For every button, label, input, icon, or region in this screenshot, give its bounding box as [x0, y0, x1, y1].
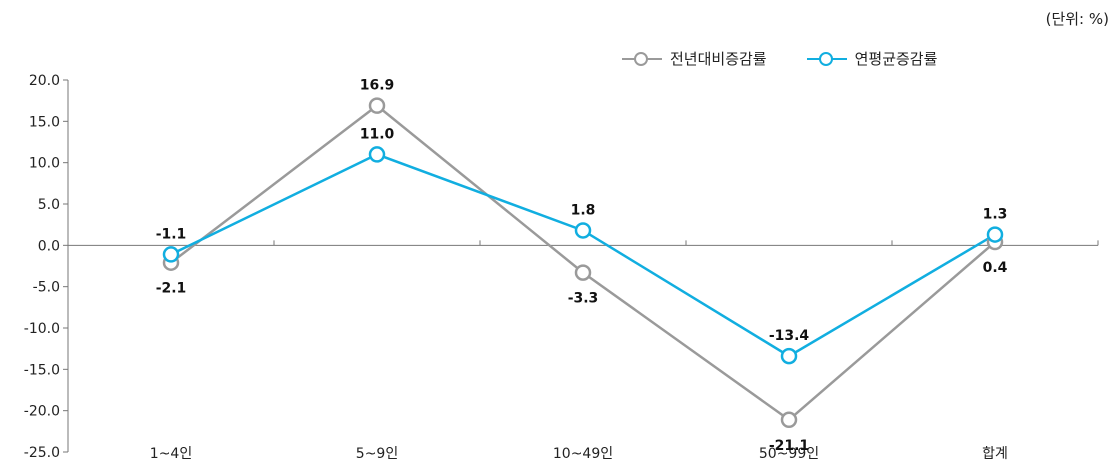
legend-swatch-cagr: [806, 51, 847, 66]
legend-marker-yoy: [634, 51, 648, 66]
x-tick-label: 1~4인: [150, 446, 192, 462]
y-tick-label: 0.0: [38, 238, 60, 254]
data-label-series-0: -3.3: [568, 291, 599, 307]
y-tick-label: 15.0: [29, 114, 60, 130]
data-label-series-0: -21.1: [769, 438, 809, 454]
y-tick-label: -5.0: [33, 280, 60, 296]
data-label-series-1: 11.0: [360, 126, 395, 142]
chart-legend: 전년대비증감률 연평균증감률: [622, 48, 937, 69]
series-line-1: [170, 153, 996, 358]
y-tick-label: -25.0: [24, 445, 60, 461]
data-label-series-0: 16.9: [360, 78, 395, 94]
x-tick-label: 50~99인: [759, 446, 819, 462]
data-label-series-0: -2.1: [156, 281, 187, 297]
x-tick-label: 10~49인: [553, 446, 613, 462]
series-line-0: [170, 104, 996, 422]
legend-label-yoy: 전년대비증감률: [670, 50, 767, 68]
legend-swatch-yoy: [622, 51, 662, 66]
y-tick-label: -20.0: [24, 404, 60, 420]
data-label-series-1: 1.8: [571, 202, 596, 218]
unit-label: (단위: %): [1045, 10, 1109, 28]
y-tick-label: 5.0: [38, 197, 60, 213]
series-0-point: [780, 411, 798, 429]
y-tick-label: -10.0: [24, 321, 60, 337]
series-1-point: [368, 146, 386, 163]
series-0-point: [574, 264, 592, 281]
series-1-point: [574, 222, 592, 239]
y-tick-label: 20.0: [29, 73, 60, 89]
legend-item-yoy: 전년대비증감률: [622, 48, 767, 69]
legend-item-cagr: 연평균증감률: [806, 48, 938, 69]
data-label-series-1: -13.4: [769, 328, 810, 344]
data-label-series-0: 0.4: [983, 260, 1008, 276]
series-1-point: [986, 226, 1004, 243]
legend-marker-cagr: [818, 51, 833, 66]
y-tick-label: -15.0: [24, 362, 60, 378]
x-tick-label: 5~9인: [356, 446, 398, 462]
y-tick-label: 10.0: [29, 156, 60, 172]
series-0-point: [368, 97, 386, 114]
x-tick-label: 합계: [982, 446, 1008, 462]
data-label-series-1: -1.1: [156, 226, 187, 242]
data-label-series-1: 1.3: [983, 207, 1008, 223]
series-1-point: [780, 347, 798, 365]
legend-label-cagr: 연평균증감률: [854, 50, 938, 68]
series-1-point: [162, 246, 180, 263]
